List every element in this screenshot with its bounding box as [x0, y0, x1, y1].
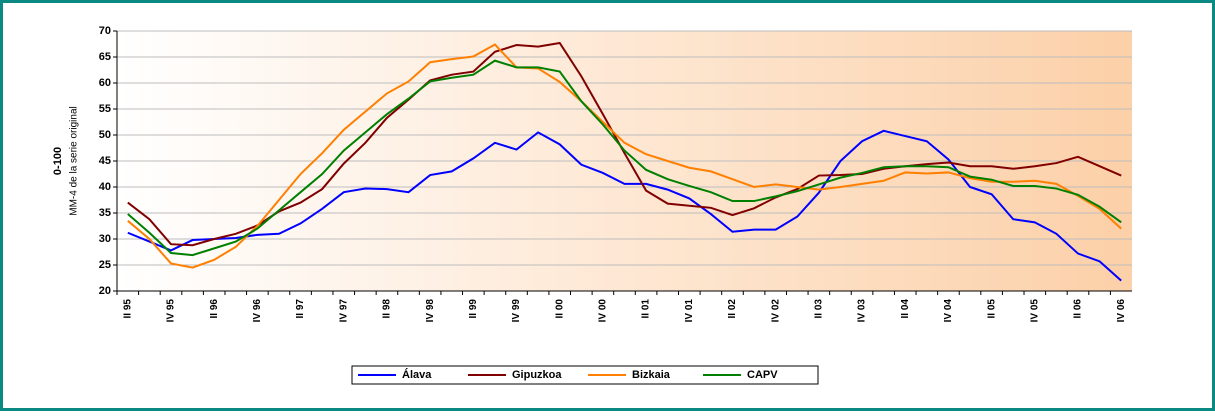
legend-label: Álava [402, 368, 432, 381]
x-tick-label: II 06 [1073, 299, 1084, 319]
y-tick-label: 55 [99, 103, 111, 115]
y-tick-label: 70 [99, 25, 111, 37]
y-tick-label: 45 [99, 155, 111, 167]
y-axis-subtitle: MM-4 de la serie original [69, 106, 80, 216]
y-tick-label: 65 [99, 51, 111, 63]
y-tick-label: 20 [99, 285, 111, 297]
x-tick-label: II 97 [295, 299, 306, 319]
x-tick-label: IV 96 [252, 299, 263, 323]
x-tick-label: IV 95 [166, 299, 177, 323]
x-tick-label: IV 97 [338, 299, 349, 323]
x-tick-label: IV 02 [770, 299, 781, 323]
series-line [127, 41, 1122, 247]
x-tick-label: II 01 [641, 299, 652, 319]
x-tick-label: IV 01 [684, 299, 695, 323]
y-tick-label: 40 [99, 181, 111, 193]
x-tick-label: II 98 [382, 299, 393, 319]
x-tick-label: IV 03 [857, 299, 868, 323]
y-tick-label: 25 [99, 259, 111, 271]
x-tick-label: II 02 [727, 299, 738, 319]
x-tick-label: II 00 [554, 299, 565, 319]
legend-label: Bizkaia [632, 369, 671, 381]
x-tick-label: IV 99 [511, 299, 522, 323]
y-axis-title: 0-100 [52, 147, 64, 175]
x-tick-label: II 05 [986, 299, 997, 319]
x-tick-label: IV 06 [1116, 299, 1127, 323]
series-line [127, 43, 1122, 269]
y-tick-label: 35 [99, 207, 111, 219]
x-tick-label: IV 04 [943, 299, 954, 323]
x-tick-label: IV 98 [425, 299, 436, 323]
series-line [127, 59, 1122, 257]
legend [351, 365, 819, 385]
series-line [127, 129, 1122, 282]
x-tick-label: IV 00 [598, 299, 609, 323]
x-tick-label: II 03 [814, 299, 825, 319]
y-tick-label: 30 [99, 233, 111, 245]
x-tick-label: II 96 [209, 299, 220, 319]
y-tick-label: 50 [99, 129, 111, 141]
y-tick-label: 60 [99, 77, 111, 89]
x-tick-label: IV 05 [1029, 299, 1040, 323]
x-tick-label: II 95 [122, 299, 133, 319]
legend-label: CAPV [747, 369, 778, 381]
x-tick-label: II 04 [900, 299, 911, 319]
legend-label: Gipuzkoa [512, 369, 562, 381]
x-tick-label: II 99 [468, 299, 479, 319]
